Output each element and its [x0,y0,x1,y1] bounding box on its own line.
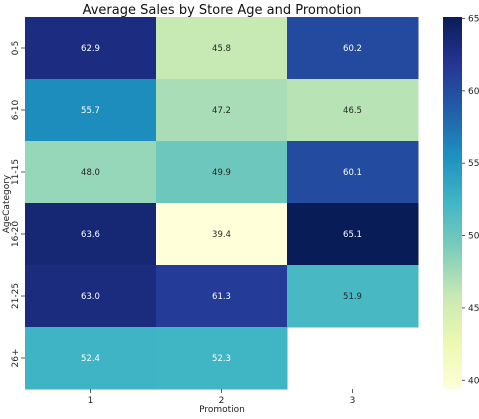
cell-value-label: 63.0 [81,292,100,302]
y-axis-ticks: 0-5 6-10 11-15 16-20 21-25 26+ [11,41,25,368]
heatmap-cell [25,203,157,266]
heatmap-cell [25,79,157,142]
cell-value-label: 52.4 [81,354,100,364]
colorbar-tick-label: 65 [468,14,479,24]
heatmap-cell [156,17,288,80]
x-tick-label: 1 [88,396,94,406]
y-tick-label: 26+ [11,349,21,368]
colorbar-tick-label: 60 [468,87,479,97]
x-axis-ticks: 1 2 3 [88,389,356,406]
heatmap-cell [287,141,419,204]
colorbar-tick-label: 55 [468,159,479,169]
cell-value-label: 62.9 [81,44,100,54]
cell-value-label: 61.3 [212,292,231,302]
x-tick-label: 3 [350,396,356,406]
heatmap-cell [156,203,288,266]
heatmap-cells: 62.9 45.8 60.2 55.7 47.2 46.5 48.0 49.9 60.1 63.6… [25,17,419,390]
heatmap-cell [156,141,288,204]
heatmap-cell [25,327,157,390]
cell-value-label: 63.6 [81,230,100,240]
y-tick-label: 6-10 [11,100,21,121]
x-axis-label: Promotion [199,405,245,415]
cell-value-label: 52.3 [212,354,231,364]
y-tick-label: 21-25 [11,283,21,309]
cell-value-label: 46.5 [343,106,362,116]
colorbar-ticks: 40 45 50 55 60 65 [462,14,479,386]
y-tick-label: 16-20 [11,221,21,247]
heatmap-cell [25,17,157,80]
y-tick-label: 11-15 [11,159,21,185]
cell-value-label: 60.2 [343,44,362,54]
heatmap-cell [287,79,419,142]
heatmap-cell [287,265,419,328]
cell-value-label: 65.1 [343,230,362,240]
colorbar-tick-label: 45 [468,304,479,314]
colorbar-tick-label: 50 [468,232,479,242]
cell-value-label: 48.0 [81,168,100,178]
cell-value-label: 51.9 [343,292,362,302]
heatmap-cell [25,265,157,328]
heatmap-cell [25,141,157,204]
cell-value-label: 47.2 [212,106,231,116]
heatmap-cell [287,17,419,80]
cell-value-label: 49.9 [212,168,231,178]
y-tick-label: 0-5 [11,41,21,56]
heatmap-cell [156,327,288,390]
cell-value-label: 39.4 [212,230,231,240]
heatmap-cell [156,79,288,142]
cell-value-label: 55.7 [81,106,100,116]
chart-title: Average Sales by Store Age and Promotion [83,3,362,18]
cell-value-label: 60.1 [343,168,362,178]
colorbar-tick-label: 40 [468,376,479,386]
x-tick-label: 2 [219,396,225,406]
heatmap-cell [287,203,419,266]
cell-value-label: 45.8 [212,44,231,54]
heatmap-cell [156,265,288,328]
colorbar [443,17,462,389]
y-axis-label: AgeCategory [2,174,12,233]
